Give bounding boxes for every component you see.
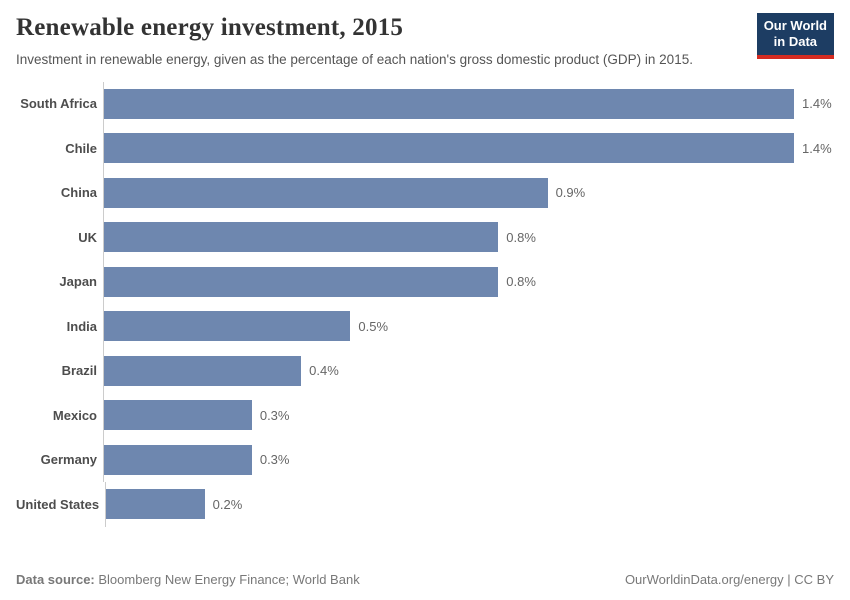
bar [104,222,499,253]
category-label: Germany [40,452,97,468]
bar [104,444,252,475]
category-label: China [60,185,97,201]
category-label: South Africa [20,96,97,112]
citation-link[interactable]: OurWorldinData.org/energy | CC BY [624,572,834,587]
owid-logo-line1: Our World [763,18,827,33]
category-label: Brazil [61,363,97,379]
bar-row: Brazil 0.4% [16,348,834,394]
bar-row: Mexico 0.3% [16,393,834,438]
category-label: United States [16,496,100,512]
owid-logo-line2: in Data [773,34,818,50]
header-text: Renewable energy investment, 2015 Invest… [16,13,693,70]
owid-logo[interactable]: Our World in Data [756,13,834,59]
bar-row: China 0.9% [16,170,834,216]
category-label: Japan [59,274,97,290]
bar-row: Germany 0.3% [16,437,834,483]
value-label: 0.3% [259,452,290,468]
bar-area: 0.8% [103,259,834,305]
value-label: 1.4% [802,140,832,156]
bar [104,355,302,386]
footer: Data source: Bloomberg New Energy Financ… [16,572,834,587]
bar-area: 0.3% [103,393,834,438]
bar-row: South Africa 1.4% [16,81,834,127]
page-subtitle: Investment in renewable energy, given as… [16,52,693,67]
bar-row: Japan 0.8% [16,259,834,305]
data-source: Data source: Bloomberg New Energy Financ… [16,572,360,587]
value-label: 0.8% [506,229,536,245]
plot-area: South Africa 1.4% Chile 1.4% China 0.9% UK 0.8%… [16,81,834,527]
bar-area: 0.9% [103,170,834,216]
bar [106,489,205,520]
category-label: UK [78,229,97,245]
bar-area: 0.4% [103,348,834,394]
category-label: India [66,318,97,334]
bar-row: India 0.5% [16,304,834,349]
data-source-label: Data source: [16,572,95,587]
bar-row: UK 0.8% [16,215,834,260]
bar-row: United States 0.2% [16,482,834,527]
value-label: 0.4% [309,363,339,379]
bar-area: 1.4% [103,126,834,171]
bar [104,400,252,431]
bar [104,266,499,297]
category-label: Mexico [52,407,97,423]
value-label: 1.4% [802,96,832,112]
bar-chart: South Africa 1.4% Chile 1.4% China 0.9% UK 0.8%… [16,81,834,527]
bar-row: Chile 1.4% [16,126,834,171]
page-title: Renewable energy investment, 2015 [16,14,404,41]
bar-area: 0.8% [103,215,834,260]
bar-area: 1.4% [103,81,834,127]
value-label: 0.2% [212,496,243,512]
value-label: 0.3% [259,407,290,423]
bar [104,311,351,342]
bar [104,133,794,164]
category-label: Chile [65,140,97,156]
bar [104,88,794,119]
bar-area: 0.3% [103,437,834,483]
bar-area: 0.5% [103,304,834,349]
value-label: 0.8% [506,274,536,290]
value-label: 0.9% [555,185,586,201]
bar-area: 0.2% [105,482,834,527]
bar [104,177,548,208]
value-label: 0.5% [358,318,389,334]
data-source-text: Bloomberg New Energy Finance; World Bank [94,572,360,587]
header: Renewable energy investment, 2015 Invest… [0,0,850,70]
